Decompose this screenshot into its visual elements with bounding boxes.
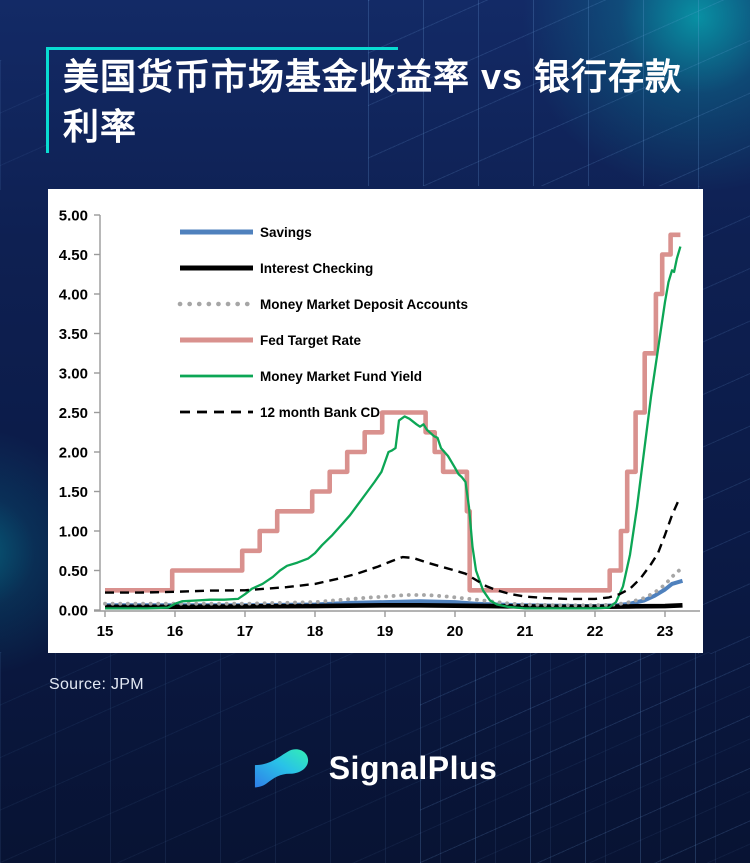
page-title: 美国货币市场基金收益率 vs 银行存款 利率 [63, 52, 682, 151]
y-tick-label: 5.00 [59, 208, 88, 225]
x-tick-label: 16 [167, 623, 184, 640]
legend-label-interest-checking: Interest Checking [260, 261, 373, 276]
series-line-money-market-deposit-accounts [103, 568, 681, 608]
x-tick-label: 17 [237, 623, 254, 640]
sawtooth-pattern-top-left [0, 60, 46, 190]
source-label: Source: JPM [49, 676, 144, 693]
y-tick-label: 2.00 [59, 445, 88, 462]
rate-chart: 0.00 0.50 1.00 1.50 2.00 2.50 3.00 3.50 4.00 4.50… [59, 208, 700, 640]
series-line-money-market-fund-yield [105, 246, 682, 610]
y-tick-label: 0.50 [59, 563, 88, 580]
y-tick-label: 4.00 [59, 287, 88, 304]
x-tick-label: 19 [377, 623, 394, 640]
x-tick-label: 22 [587, 623, 604, 640]
title-accent-bar [46, 47, 49, 153]
legend-label-money-market-deposit-accounts: Money Market Deposit Accounts [260, 297, 468, 312]
y-tick-label: 4.50 [59, 247, 88, 264]
y-tick-label: 0.00 [59, 603, 88, 620]
page-title-line1: 美国货币市场基金收益率 vs 银行存款 [63, 56, 683, 97]
sawtooth-pattern-bottom-right [420, 652, 750, 863]
x-tick-label: 21 [517, 623, 534, 640]
legend-label-money-market-fund-yield: Money Market Fund Yield [260, 369, 422, 384]
wave-logo-icon [254, 749, 308, 788]
legend-label-fed-target-rate: Fed Target Rate [260, 333, 362, 348]
legend-label-12-month-bank-cd: 12 month Bank CD [260, 405, 380, 420]
brand-name: SignalPlus [328, 749, 498, 786]
x-tick-label: 15 [97, 623, 114, 640]
page-title-line2: 利率 [63, 105, 138, 147]
y-tick-label: 3.00 [59, 366, 88, 383]
x-tick-label: 20 [447, 623, 464, 640]
sawtooth-pattern-bottom [0, 652, 750, 863]
chart-panel: 0.00 0.50 1.00 1.50 2.00 2.50 3.00 3.50 4.00 4.50… [48, 189, 703, 653]
brand: SignalPlus [0, 744, 750, 792]
series-line-12-month-bank-cd [105, 498, 681, 601]
sawtooth-pattern-right [698, 186, 750, 654]
series-line-interest-checking [105, 602, 683, 610]
sawtooth-pattern-top-right [368, 0, 750, 186]
legend-label-savings: Savings [260, 225, 312, 240]
series-line-fed-target-rate [105, 232, 681, 593]
x-tick-label: 23 [657, 623, 674, 640]
series-line-savings [105, 578, 684, 609]
x-tick-label: 18 [307, 623, 324, 640]
y-tick-label: 2.50 [59, 405, 88, 422]
y-tick-label: 3.50 [59, 326, 88, 343]
y-tick-label: 1.50 [59, 484, 88, 501]
y-tick-label: 1.00 [59, 524, 88, 541]
title-top-rule [46, 47, 398, 50]
